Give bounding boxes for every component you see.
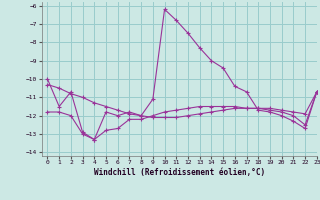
X-axis label: Windchill (Refroidissement éolien,°C): Windchill (Refroidissement éolien,°C) [94,168,265,177]
